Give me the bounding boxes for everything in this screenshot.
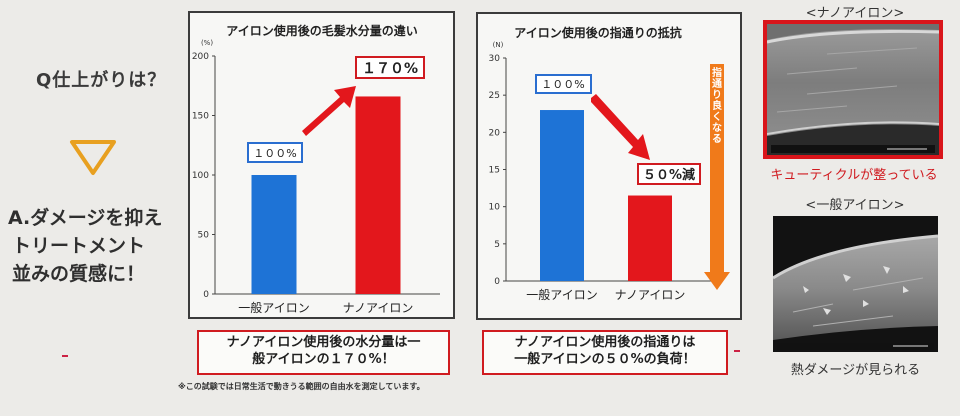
nano-image-caption: キューティクルが整っている <box>770 168 938 183</box>
y-tick-label: 0 <box>203 290 209 300</box>
category-label: 一般アイロン <box>526 287 597 302</box>
footnote: ※この試験では日常生活で動きうる範囲の自由水を測定しています。 <box>178 382 425 391</box>
answer-line: トリートメント <box>12 235 146 257</box>
y-tick-label: 0 <box>494 277 500 287</box>
category-label: ナノアイロン <box>343 301 414 315</box>
y-tick-label: 50 <box>198 231 210 241</box>
y-tick-label: 200 <box>192 52 209 62</box>
nano-image-label: <ナノアイロン> <box>805 6 905 21</box>
general-image-caption: 熱ダメージが見られる <box>790 363 921 378</box>
bar-2 <box>355 96 401 295</box>
bar-1 <box>540 110 584 282</box>
y-tick-label: 15 <box>489 166 500 176</box>
side-arrow-char: る <box>712 133 722 145</box>
answer-line: A.ダメージを抑え <box>8 207 163 229</box>
y-unit-label: (%) <box>201 39 213 47</box>
y-tick-label: 150 <box>192 112 209 122</box>
side-arrow-char: 指 <box>712 66 722 79</box>
label-box-50 <box>637 163 701 185</box>
caption-line: ナノアイロン使用後の水分量は一 <box>226 335 421 350</box>
label-50-text: ５０%減 <box>643 167 695 183</box>
y-tick-label: 25 <box>489 91 500 101</box>
label-box-100 <box>247 142 303 163</box>
label-box-170 <box>355 56 425 79</box>
friction-chart: アイロン使用後の指通りの抵抗 (N) 0 5 10 15 20 25 30 一般アイロン ナノアイロ… <box>489 25 730 302</box>
caption-line: 一般アイロンの５０%の負荷！ <box>514 352 696 367</box>
category-label: ナノアイロン <box>615 288 686 302</box>
answer-text: A.ダメージを抑え トリートメント 並みの質感に！ <box>8 204 162 288</box>
caption-line: ナノアイロン使用後の指通りは <box>514 335 696 350</box>
moisture-chart: アイロン使用後の毛髪水分量の違い (%) 0 50 100 150 200 一般アイロン ナノア… <box>192 23 440 315</box>
side-arrow-char: 通 <box>712 78 722 90</box>
category-label: 一般アイロン <box>238 300 309 315</box>
label-100-text: １００% <box>541 78 584 91</box>
y-tick-label: 30 <box>489 54 501 64</box>
side-arrow-head <box>704 272 730 290</box>
y-unit-label: (N) <box>493 41 504 49</box>
friction-caption: ナノアイロン使用後の指通りは 一般アイロンの５０%の負荷！ <box>482 330 728 375</box>
side-arrow-label: 指通り良くなる <box>712 66 722 145</box>
answer-line: 並みの質感に！ <box>12 263 146 285</box>
side-arrow-shaft <box>710 64 724 274</box>
general-hair-micrograph <box>772 216 939 352</box>
label-170-text: １７０% <box>362 61 418 77</box>
bar-2 <box>628 195 672 281</box>
question-heading: Q仕上がりは？ <box>36 70 167 91</box>
general-image-label: <一般アイロン> <box>805 198 905 213</box>
up-right-arrow <box>302 86 356 136</box>
bar-1 <box>251 175 297 294</box>
nano-sem-image <box>763 20 943 159</box>
general-sem-image <box>772 216 939 352</box>
side-arrow-char: な <box>712 122 722 134</box>
side-arrow-char: く <box>712 111 722 123</box>
decorative-dash <box>734 350 740 352</box>
y-tick-label: 10 <box>489 203 501 213</box>
y-tick-label: 100 <box>192 171 209 181</box>
friction-chart-panel: アイロン使用後の指通りの抵抗 (N) 0 5 10 15 20 25 30 一般アイロン ナノアイロ… <box>476 12 742 320</box>
chart-title: アイロン使用後の毛髪水分量の違い <box>226 23 417 38</box>
chart-title: アイロン使用後の指通りの抵抗 <box>514 25 681 40</box>
side-arrow-char: 良 <box>712 99 722 112</box>
down-right-arrow <box>591 94 650 160</box>
moisture-chart-panel: アイロン使用後の毛髪水分量の違い (%) 0 50 100 150 200 一般アイロン ナノア… <box>188 11 455 319</box>
y-tick-label: 5 <box>494 240 500 250</box>
moisture-caption: ナノアイロン使用後の水分量は一 般アイロンの１７０%！ <box>197 330 450 375</box>
label-box-100 <box>535 74 592 94</box>
nano-hair-micrograph <box>766 24 940 155</box>
y-tick-label: 20 <box>489 128 501 138</box>
label-100-text: １００% <box>253 147 296 160</box>
side-arrow-char: り <box>712 89 722 101</box>
down-triangle-icon <box>70 140 116 175</box>
caption-line: 般アイロンの１７０%！ <box>252 352 395 367</box>
decorative-dash <box>62 355 68 357</box>
